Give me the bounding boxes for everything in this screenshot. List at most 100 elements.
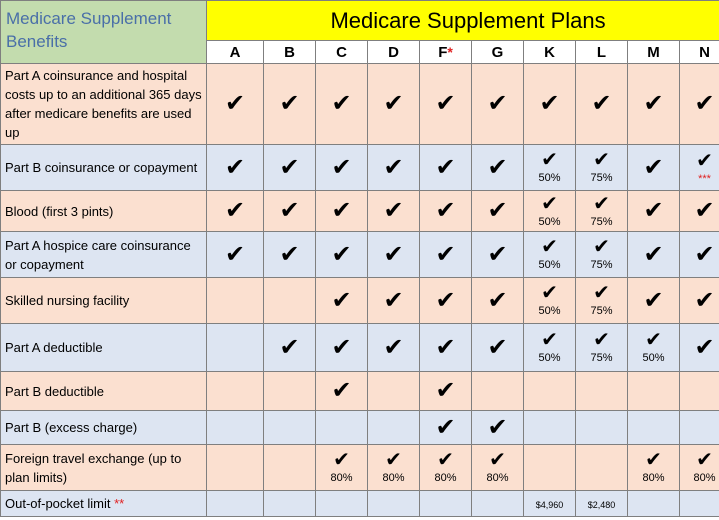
plan-letter: M [647,43,660,61]
plan-cell-d [367,371,420,411]
checkmark-icon: ✔ [541,236,558,258]
out-of-pocket-amount: $4,960 [535,499,564,510]
checkmark-icon: ✔ [331,197,352,224]
plan-cell-d: ✔ [367,190,420,232]
plan-cell-l [575,410,628,445]
checkmark-icon: ✔ [435,197,456,224]
plan-cell-c: ✔ [315,277,368,324]
plan-cell-l: ✔ 75% [575,323,628,372]
plan-cell-g: ✔ [471,231,524,278]
checkmark-icon: ✔ [331,377,352,404]
plan-cell-f: ✔ [419,144,472,191]
footnote-asterisk: *** [698,172,711,185]
benefit-row: Skilled nursing facility ✔ ✔ ✔ ✔ ✔ 50% ✔ 75% ✔ ✔ [0,277,719,324]
plan-cell-f [419,490,472,517]
coverage-percent: 50% [642,352,665,364]
plan-cell-k: ✔ [523,63,576,145]
plan-cell-m [627,490,680,517]
plan-cell-k: ✔ 50% [523,323,576,372]
plan-header-d: D [367,40,420,64]
plan-cell-m: ✔ [627,277,680,324]
plan-cell-k: ✔ 50% [523,277,576,324]
plan-header-k: K [523,40,576,64]
benefit-row: Part A hospice care coinsurance or copay… [0,231,719,278]
benefits-header: Medicare Supplement Benefits [0,0,207,64]
plan-header-l: L [575,40,628,64]
checkmark-icon: ✔ [435,413,456,441]
plan-letter: G [491,43,504,61]
plan-cell-c: ✔ 80% [315,444,368,491]
plan-cell-n: ✔ [678,323,719,372]
plan-cell-n [678,490,719,517]
benefit-label: Foreign travel exchange (up to plan limi… [0,444,207,491]
benefit-row: Part B (excess charge) ✔ ✔ [0,410,719,445]
plan-cell-g [471,371,524,411]
plan-cell-m: ✔ [627,190,680,232]
coverage-percent: 80% [434,472,457,484]
checkmark-icon: ✔ [591,90,612,117]
benefit-label: Out-of-pocket limit ** [0,490,207,517]
checkmark-icon: ✔ [643,197,664,224]
checkmark-icon: ✔ [694,240,715,268]
benefit-label: Part A coinsurance and hospital costs up… [0,63,207,145]
plan-cell-c [315,410,368,445]
plan-cell-d: ✔ [367,323,420,372]
checkmark-icon: ✔ [224,197,246,224]
checkmark-icon: ✔ [643,90,664,117]
checkmark-icon: ✔ [383,240,404,268]
checkmark-icon: ✔ [385,449,402,471]
checkmark-icon: ✔ [487,197,508,224]
benefit-label: Part B (excess charge) [0,410,207,445]
plan-cell-g: ✔ [471,144,524,191]
plan-cell-b [263,490,316,517]
coverage-percent: 75% [590,259,613,271]
checkmark-icon: ✔ [487,90,508,117]
checkmark-icon: ✔ [435,153,456,181]
checkmark-icon: ✔ [645,329,662,351]
checkmark-icon: ✔ [541,329,558,351]
checkmark-icon: ✔ [643,240,664,268]
plan-cell-m: ✔ [627,144,680,191]
coverage-percent: 75% [590,352,613,364]
coverage-percent: 75% [590,305,613,317]
plan-letter: B [284,43,295,61]
plan-cell-b: ✔ [263,144,316,191]
plan-cell-n: ✔ *** [678,144,719,191]
checkmark-icon: ✔ [694,333,715,361]
plan-cell-a [206,323,264,372]
plan-cell-l: ✔ 75% [575,277,628,324]
plan-footnote-asterisk: * [447,43,453,60]
coverage-percent: 80% [486,472,509,484]
plan-cell-a: ✔ [206,144,264,191]
plan-cell-k [523,444,576,491]
checkmark-icon: ✔ [435,377,456,404]
benefits-body: Part A coinsurance and hospital costs up… [0,63,719,517]
checkmark-icon: ✔ [279,240,300,268]
plan-cell-m: ✔ 50% [627,323,680,372]
benefit-label-text: Out-of-pocket limit [5,496,111,511]
plan-cell-m: ✔ 80% [627,444,680,491]
plan-cell-n [678,371,719,411]
benefit-label: Blood (first 3 pints) [0,190,207,232]
benefit-label: Part A deductible [0,323,207,372]
benefit-label-text: Blood (first 3 pints) [5,203,114,219]
plan-cell-k [523,371,576,411]
plan-cell-f: ✔ [419,231,472,278]
checkmark-icon: ✔ [435,286,456,314]
plan-cell-d: ✔ [367,144,420,191]
checkmark-icon: ✔ [541,192,558,215]
checkmark-icon: ✔ [435,333,456,361]
plan-cell-c: ✔ [315,63,368,145]
plan-header-g: G [471,40,524,64]
plan-cell-g: ✔ [471,323,524,372]
plan-cell-c: ✔ [315,371,368,411]
benefit-label-text: Part A coinsurance and hospital costs up… [5,68,202,140]
checkmark-icon: ✔ [696,149,713,172]
benefit-row: Out-of-pocket limit ** $4,960 $2,480 [0,490,719,517]
checkmark-icon: ✔ [435,240,456,268]
plans-title: Medicare Supplement Plans [205,0,719,41]
benefit-label-text: Skilled nursing facility [5,293,130,308]
plan-cell-a [206,444,264,491]
plan-header-c: C [315,40,368,64]
